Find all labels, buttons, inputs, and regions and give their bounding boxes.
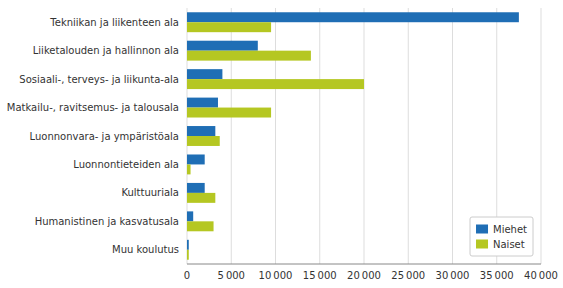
tick-label: 35 000 [480,270,514,281]
category-label: Humanistinen ja kasvatusala [35,216,179,227]
bar [187,69,222,79]
legend-swatch [476,240,488,249]
category-label: Matkailu-, ravitsemus- ja talousala [7,102,179,113]
category-label: Kulttuuriala [121,187,179,198]
bar [187,183,205,193]
bar [187,164,191,174]
bar [187,22,271,32]
legend-label: Miehet [493,224,527,235]
bar [187,126,215,136]
x-axis: 0 5 000 10 000 15 000 20 000 25 000 30 000 35 0… [184,270,558,281]
bar [187,240,189,250]
grid-line [408,8,409,264]
tick-label: 0 [184,270,190,281]
grid-line [364,8,365,264]
bar [187,211,193,221]
tick-label: 40 000 [524,270,558,281]
bar [187,221,214,231]
legend-label: Naiset [493,239,525,250]
grid-line [275,8,276,264]
category-label: Tekniikan ja liikenteen ala [49,17,179,28]
bar [187,98,218,108]
category-label: Muu koulutus [112,244,179,255]
bar [187,41,258,51]
tick-label: 5 000 [218,270,245,281]
grid-line [541,8,542,264]
bars [187,12,519,259]
bar [187,154,205,164]
tick-label: 10 000 [259,270,293,281]
legend: Miehet Naiset [470,217,533,256]
grid [187,8,541,264]
bar [187,108,271,118]
bar [187,136,220,146]
grid-line [319,8,320,264]
bar [187,193,215,203]
category-label: Sosiaali-, terveys- ja liikunta-ala [19,74,179,85]
tick-label: 25 000 [391,270,425,281]
bar [187,250,189,260]
chart-container: Tekniikan ja liikenteen ala Liiketalouden… [0,0,563,288]
bar [187,79,364,89]
bar [187,12,519,22]
category-label: Luonnontieteiden ala [73,159,179,170]
bar [187,51,311,61]
category-label: Liiketalouden ja hallinnon ala [33,45,179,56]
category-label: Luonnonvara- ja ympäristöala [30,131,179,142]
grid-line [452,8,453,264]
chart-svg: Tekniikan ja liikenteen ala Liiketalouden… [0,0,563,288]
tick-label: 15 000 [303,270,337,281]
legend-swatch [476,225,488,234]
x-axis-line [187,264,541,265]
tick-label: 30 000 [436,270,470,281]
tick-label: 20 000 [347,270,381,281]
legend-box [470,217,533,256]
